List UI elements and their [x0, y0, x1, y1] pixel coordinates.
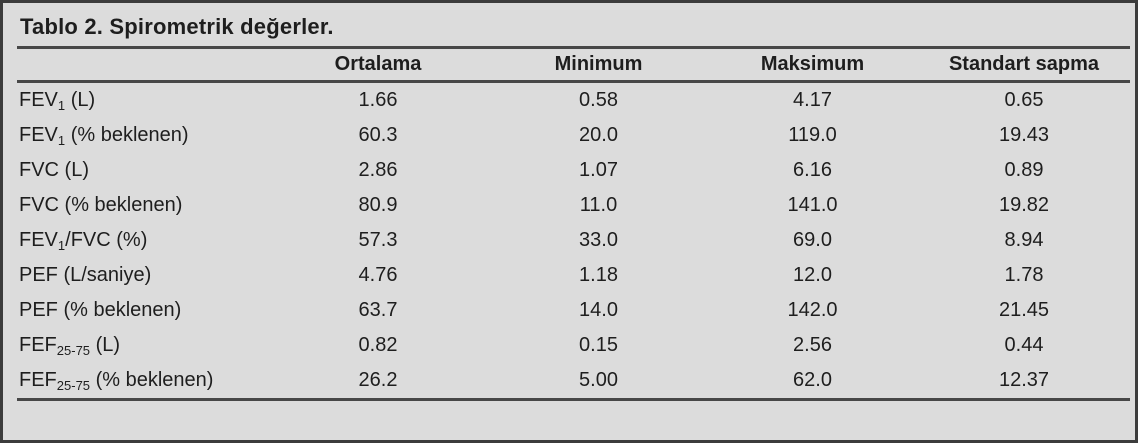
table-row: PEF (% beklenen) 63.7 14.0 142.0 21.45	[17, 293, 1130, 328]
table-row: FEV1/FVC (%) 57.3 33.0 69.0 8.94	[17, 223, 1130, 258]
row-label-base: FVC	[19, 194, 59, 216]
row-label-subscript: 1	[57, 133, 66, 148]
row-value: 119.0	[788, 124, 837, 146]
row-label-base: FEF	[19, 334, 57, 356]
row-label: PEF (% beklenen)	[17, 293, 266, 328]
table-row: FEV1 (L) 1.66 0.58 4.17 0.65	[17, 82, 1130, 119]
row-label: FVC (L)	[17, 153, 266, 188]
row-label-rest: (% beklenen)	[59, 194, 183, 216]
table-row: FEV1 (% beklenen) 60.3 20.0 119.0 19.43	[17, 118, 1130, 153]
row-label-rest: (% beklenen)	[57, 299, 182, 321]
row-label-base: FEV	[19, 124, 58, 146]
row-value: 5.00	[490, 363, 707, 401]
row-value: 19.82	[998, 194, 1050, 216]
row-label-base: PEF	[19, 299, 58, 321]
row-label-base: FEV	[19, 89, 58, 111]
row-value: 63.7	[358, 299, 398, 321]
row-value: 1.66	[358, 89, 398, 111]
row-value: 0.65	[1004, 89, 1044, 111]
table-row: FEF25-75 (L) 0.82 0.15 2.56 0.44	[17, 328, 1130, 363]
row-value: 0.15	[579, 334, 618, 356]
row-value: 62.0	[707, 363, 918, 401]
row-value: 14.0	[579, 299, 618, 321]
row-label: FEF25-75 (L)	[17, 328, 266, 363]
row-label: FEV1 (% beklenen)	[17, 118, 266, 153]
row-label-base: PEF	[19, 264, 58, 286]
header-cell-empty	[17, 46, 266, 83]
table-row: FEF25-75 (% beklenen) 26.2 5.00 62.0 12.…	[17, 363, 1130, 401]
row-label-subscript: 25-75	[56, 378, 91, 393]
table-title: Tablo 2. Spirometrik değerler.	[20, 14, 334, 39]
table-row: FVC (L) 2.86 1.07 6.16 0.89	[17, 153, 1130, 188]
row-value: 19.43	[998, 124, 1050, 146]
row-value: 80.9	[358, 194, 398, 216]
header-cell-ortalama: Ortalama	[266, 46, 490, 83]
row-value: 69.0	[793, 229, 832, 251]
header-cell-standart-sapma: Standart sapma	[918, 46, 1130, 83]
row-value: 12.0	[793, 264, 832, 286]
row-value: 6.16	[793, 159, 832, 181]
row-value: 21.45	[998, 299, 1050, 321]
row-label-subscript: 25-75	[56, 343, 91, 358]
row-value: 33.0	[579, 229, 618, 251]
header-row: Ortalama Minimum Maksimum Standart sapma	[17, 46, 1130, 83]
row-value: 1.78	[1004, 264, 1044, 286]
row-value: 4.17	[793, 89, 832, 111]
row-label-base: FEV	[19, 229, 58, 251]
row-label-base: FEF	[19, 369, 57, 391]
row-value: 0.44	[1004, 334, 1044, 356]
table-body: FEV1 (L) 1.66 0.58 4.17 0.65 FEV1 (% bek…	[17, 82, 1130, 401]
row-label-rest: (L)	[90, 334, 121, 356]
row-value: 2.86	[358, 159, 398, 181]
header-cell-maksimum: Maksimum	[707, 46, 918, 83]
row-value: 26.2	[266, 363, 490, 401]
row-value: 20.0	[579, 124, 618, 146]
row-value: 57.3	[358, 229, 398, 251]
row-label-rest: (L)	[65, 89, 96, 111]
row-label-rest: (L)	[59, 159, 89, 181]
row-value: 141.0	[787, 194, 838, 216]
row-label: FEV1 (L)	[17, 82, 266, 119]
row-value: 0.89	[1004, 159, 1044, 181]
row-value: 142.0	[787, 299, 838, 321]
row-label-base: FVC	[19, 159, 59, 181]
row-value: 4.76	[358, 264, 398, 286]
row-label-rest: (% beklenen)	[90, 369, 214, 391]
row-label-rest: (L/saniye)	[57, 264, 152, 286]
row-label-rest: (% beklenen)	[65, 124, 189, 146]
spirometry-table: Ortalama Minimum Maksimum Standart sapma…	[17, 46, 1130, 401]
row-value: 1.18	[579, 264, 618, 286]
table-row: PEF (L/saniye) 4.76 1.18 12.0 1.78	[17, 258, 1130, 293]
row-value: 2.56	[793, 334, 832, 356]
table-row: FVC (% beklenen) 80.9 11.0 141.0 19.82	[17, 188, 1130, 223]
row-value: 60.3	[358, 124, 398, 146]
row-label: PEF (L/saniye)	[17, 258, 266, 293]
row-label-subscript: 1	[57, 238, 66, 253]
row-label: FEV1/FVC (%)	[17, 223, 266, 258]
row-label: FVC (% beklenen)	[17, 188, 266, 223]
row-value: 11.0	[579, 194, 618, 216]
header-cell-minimum: Minimum	[490, 46, 707, 83]
row-label-rest: /FVC (%)	[65, 229, 148, 251]
row-value: 0.58	[579, 89, 618, 111]
row-value: 8.94	[1004, 229, 1044, 251]
row-label-subscript: 1	[57, 98, 66, 113]
row-value: 0.82	[358, 334, 398, 356]
row-value: 1.07	[579, 159, 618, 181]
row-label: FEF25-75 (% beklenen)	[17, 363, 266, 401]
row-value: 12.37	[918, 363, 1130, 401]
